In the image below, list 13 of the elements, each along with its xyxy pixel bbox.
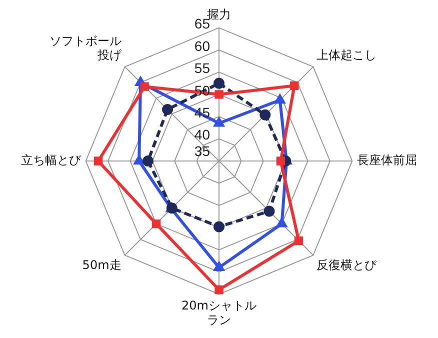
y-tick-label: 50: [194, 82, 210, 98]
spoke-label: 長座体前屈: [357, 153, 418, 168]
y-tick-label: 60: [194, 38, 210, 54]
spoke-label: 20mシャトルラン: [182, 298, 256, 327]
spoke-label: 上体起こし: [316, 48, 377, 62]
spoke-label: 握力: [207, 8, 231, 22]
y-tick-label: 35: [194, 142, 210, 159]
y-tick-label: 40: [194, 126, 210, 143]
y-tick-label: 55: [194, 60, 210, 76]
spoke-label: ソフトボール投げ: [49, 34, 122, 62]
spoke-label: 立ち幅とび: [20, 153, 82, 168]
spoke-label: 反復横とび: [316, 258, 378, 272]
spoke-label: 50m走: [82, 258, 122, 272]
